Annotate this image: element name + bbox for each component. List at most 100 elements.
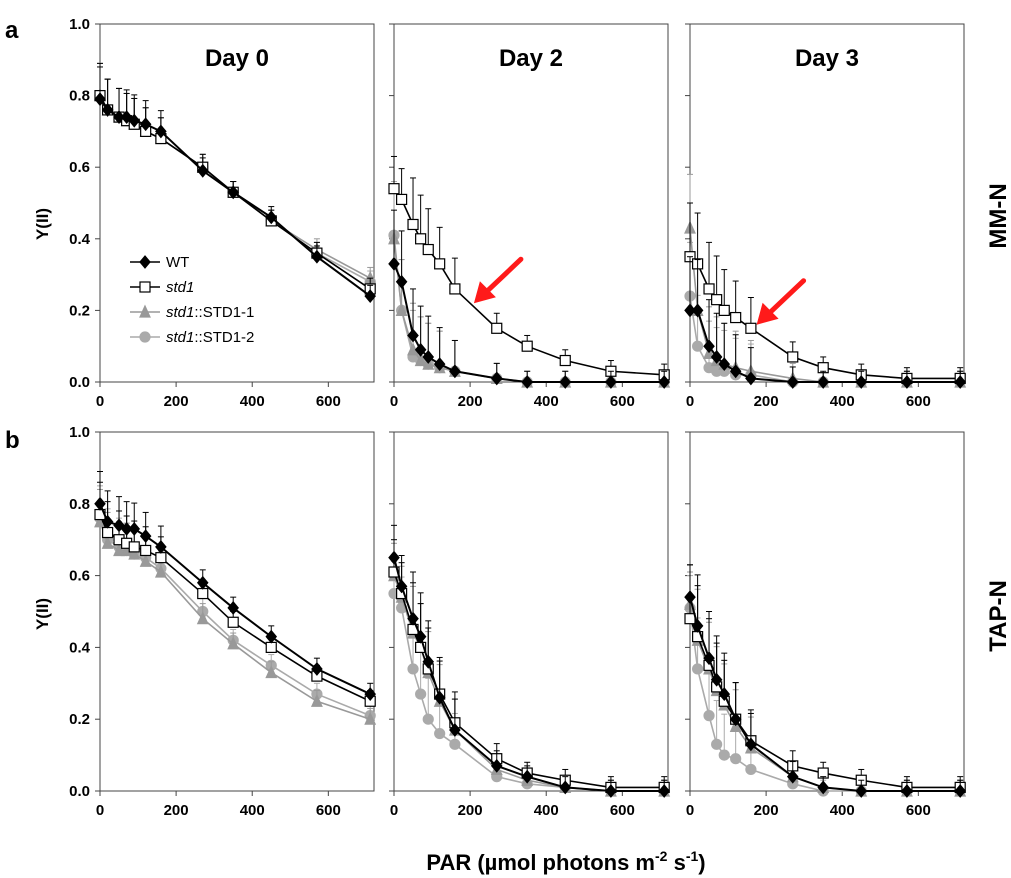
data-point [855,375,868,389]
legend-item: std1::STD1-2 [130,329,254,346]
chart-panel-1: 0.0 0.2 0.4 0.6 0.8 1.0 0 200 400 600 Day 0 [69,16,377,410]
x-tick-label: 200 [754,802,779,819]
legend-item: std1 [130,279,194,296]
data-point [730,753,742,765]
plot-frame [99,431,375,792]
data-point [521,769,533,784]
y-tick-label: 0.2 [69,711,90,728]
y-tick-label: 1.0 [69,424,90,441]
data-point [388,550,400,565]
series-wt [684,256,966,389]
series-wt [94,470,376,702]
data-point [140,544,152,557]
data-point [692,340,704,352]
data-point [691,303,704,318]
data-point [396,193,408,206]
data-point [155,552,167,564]
data-point [94,496,106,511]
data-point [227,636,240,650]
data-point [407,663,419,675]
data-point [128,521,141,536]
data-point [490,371,503,386]
y-tick-label: 0.0 [69,783,90,800]
data-point [449,364,461,379]
data-point [155,539,167,554]
highlight-arrow-head [473,281,496,304]
data-point [745,737,757,752]
data-point [718,304,730,316]
series-std1-std1-2 [684,575,966,797]
data-point [407,218,419,231]
data-point [265,629,278,644]
data-point [787,351,799,363]
series-wt [388,209,670,389]
legend-marker [139,281,151,293]
data-point [703,710,715,722]
data-point [745,322,757,334]
series-std1-std1-1 [94,62,377,284]
data-point [855,784,868,798]
data-point [422,350,435,364]
data-point [197,587,209,600]
data-point [364,687,376,702]
y-tick-label: 0.6 [69,159,90,176]
series-line [393,557,665,792]
data-point [710,350,723,364]
y-tick-label: 0.6 [69,568,90,585]
data-point [658,784,670,798]
panel-title: Day 3 [795,45,859,72]
data-point [684,613,696,625]
panel-label-a: a [5,17,19,44]
data-point [113,110,125,125]
data-point [729,712,742,727]
data-point [422,654,435,669]
data-point [102,526,114,539]
data-point [94,92,106,107]
x-tick-label: 400 [534,802,559,819]
x-tick-label: 0 [686,802,694,819]
data-point [139,553,152,567]
data-point [113,543,125,557]
series-std1 [94,481,376,707]
panel-title: Day 0 [205,45,269,72]
data-point [449,738,461,750]
x-tick-label: 400 [240,802,265,819]
data-point [101,102,114,117]
x-tick-label: 0 [390,393,398,410]
data-point [710,672,723,687]
data-point [414,629,427,644]
series-std1 [388,155,670,381]
x-axis-label: PAR (µmol photons m-2 s-1) [426,848,705,875]
x-tick-label: 600 [906,802,931,819]
panel-title: Day 2 [499,45,563,72]
data-point [711,294,723,306]
series-wt [94,66,376,304]
data-point [703,283,715,295]
data-point [449,283,461,295]
data-point [395,579,408,594]
data-point [491,322,503,334]
data-point [139,117,152,132]
data-point [434,258,446,270]
x-tick-label: 600 [316,802,341,819]
highlight-arrow-head [756,302,779,325]
data-point [786,375,799,389]
y-tick-label: 0.8 [69,496,90,513]
x-tick-label: 200 [458,802,483,819]
series-std1 [94,62,376,295]
plot-frame [393,23,669,383]
series-std1-std1-1 [684,173,967,388]
x-tick-label: 400 [240,393,265,410]
legend-marker [139,331,151,343]
data-point [265,665,278,679]
plot-frame [393,431,669,792]
data-point [414,342,427,357]
x-tick-label: 400 [830,802,855,819]
data-point [422,713,434,725]
chart-panel-4: 0.0 0.2 0.4 0.6 0.8 1.0 0 200 400 600 [69,424,377,819]
series-wt [684,564,966,798]
data-point [901,784,913,798]
legend-label: std1 [166,279,194,296]
